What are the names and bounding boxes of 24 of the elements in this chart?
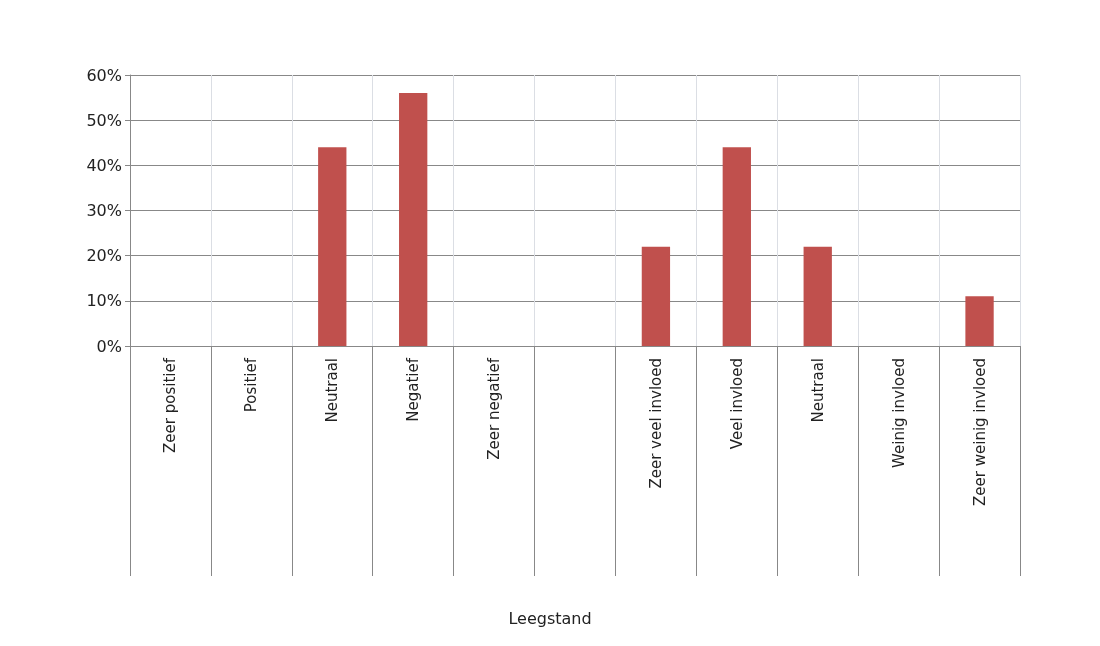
x-tick-label: Weinig invloed (889, 358, 908, 468)
bar (965, 296, 994, 346)
y-tick-label: 0% (96, 336, 122, 356)
x-tick-label: Positief (242, 357, 261, 413)
x-tick-label: Neutraal (323, 358, 342, 423)
x-tick-label: Zeer negatief (485, 357, 504, 460)
bar (722, 147, 751, 346)
x-tick-label: Neutraal (808, 358, 827, 423)
y-tick-label: 20% (86, 246, 122, 266)
x-tick-label: Zeer positief (161, 357, 180, 453)
y-tick-label: 30% (86, 201, 122, 220)
bar (803, 246, 832, 346)
x-tick-label: Zeer veel invloed (646, 358, 665, 489)
x-tick-label: Veel invloed (727, 358, 746, 450)
y-tick-label: 60% (86, 65, 122, 85)
x-tick-label: Negatief (404, 357, 423, 422)
y-tick-label: 50% (86, 110, 122, 130)
y-tick-label: 10% (86, 291, 122, 311)
x-tick-label: Zeer weinig invloed (970, 358, 989, 506)
bar (318, 147, 347, 346)
bar (399, 93, 428, 346)
text: Leegstand (508, 608, 592, 628)
y-tick-label: 40% (86, 155, 122, 175)
bar (641, 246, 671, 346)
